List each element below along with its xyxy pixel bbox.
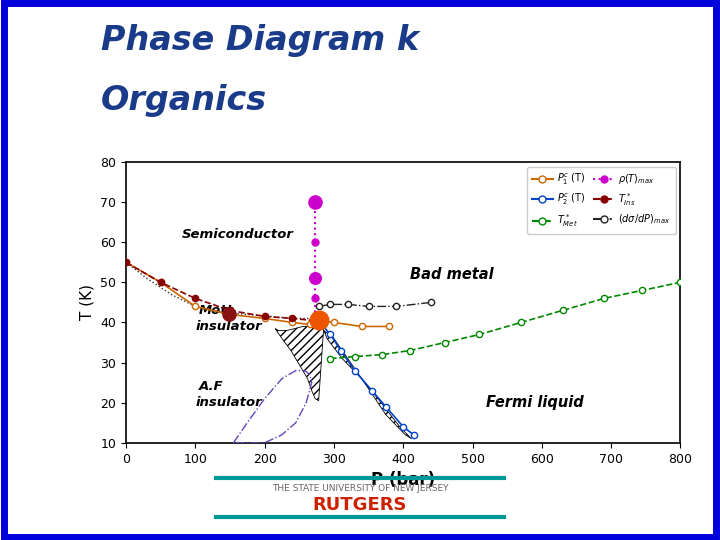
$(d\sigma/dP)_{max}$ <box>315 303 323 309</box>
$T^*_{Met}$ <box>351 353 359 360</box>
Polygon shape <box>275 320 412 439</box>
Point <box>222 310 234 319</box>
$P^c_1$ (T) <box>156 279 165 286</box>
Text: Bad metal: Bad metal <box>410 267 493 282</box>
Line: $\rho(T)_{max}$: $\rho(T)_{max}$ <box>312 199 319 322</box>
$P^c_1$ (T) <box>385 323 394 330</box>
$\rho(T)_{max}$ <box>311 239 320 246</box>
Line: $T^*_{Ins}$: $T^*_{Ins}$ <box>123 259 316 323</box>
$P^c_2$ (T) <box>409 431 418 438</box>
Text: Organics: Organics <box>101 84 267 117</box>
$T^*_{Ins}$ <box>225 307 234 314</box>
$P^c_1$ (T) <box>357 323 366 330</box>
$T^*_{Ins}$ <box>191 295 199 302</box>
Line: $(d\sigma/dP)_{max}$: $(d\sigma/dP)_{max}$ <box>315 299 434 309</box>
$\rho(T)_{max}$ <box>311 295 320 302</box>
$T^*_{Met}$ <box>676 279 685 286</box>
$T^*_{Met}$ <box>638 287 647 294</box>
$\rho(T)_{max}$ <box>311 275 320 281</box>
$T^*_{Met}$ <box>406 347 415 354</box>
Point <box>310 198 321 206</box>
Line: $T^*_{Met}$: $T^*_{Met}$ <box>328 279 683 362</box>
$\rho(T)_{max}$ <box>311 199 320 205</box>
$P^c_2$ (T) <box>368 387 377 394</box>
$P^c_2$ (T) <box>336 347 345 354</box>
$T^*_{Met}$ <box>441 339 449 346</box>
Text: THE STATE UNIVERSITY OF NEW JERSEY: THE STATE UNIVERSITY OF NEW JERSEY <box>271 484 449 493</box>
$T^*_{Met}$ <box>378 352 387 358</box>
Legend: $P^c_1$ (T), $P^c_2$ (T), $T^*_{Met}$, $\rho(T)_{max}$, $T^*_{Ins}$, $(d\sigma/d: $P^c_1$ (T), $P^c_2$ (T), $T^*_{Met}$, $… <box>527 167 675 234</box>
$P^c_1$ (T) <box>305 321 314 328</box>
$P^c_1$ (T) <box>330 319 338 326</box>
Point <box>310 274 321 282</box>
Text: Mott: Mott <box>199 304 234 317</box>
Line: $P^c_1$ (T): $P^c_1$ (T) <box>123 259 392 329</box>
$P^c_1$ (T) <box>316 317 325 323</box>
Text: A.F: A.F <box>199 380 223 393</box>
$T^*_{Ins}$ <box>261 313 269 320</box>
Y-axis label: T (K): T (K) <box>80 285 95 320</box>
$T^*_{Ins}$ <box>156 279 165 286</box>
$(d\sigma/dP)_{max}$ <box>343 301 352 308</box>
$(d\sigma/dP)_{max}$ <box>326 301 335 308</box>
$\rho(T)_{max}$ <box>311 315 320 322</box>
$P^c_2$ (T) <box>382 403 390 410</box>
$T^*_{Ins}$ <box>309 317 318 323</box>
$T^*_{Met}$ <box>326 355 335 362</box>
X-axis label: P (bar): P (bar) <box>371 471 436 489</box>
$P^c_2$ (T) <box>399 423 408 430</box>
$T^*_{Ins}$ <box>288 315 297 322</box>
$T^*_{Met}$ <box>600 295 608 302</box>
Text: RUTGERS: RUTGERS <box>312 496 408 514</box>
$P^c_1$ (T) <box>261 315 269 322</box>
$P^c_2$ (T) <box>351 367 359 374</box>
$P^c_2$ (T) <box>316 319 325 326</box>
$(d\sigma/dP)_{max}$ <box>392 303 400 309</box>
$P^c_2$ (T) <box>326 331 335 338</box>
Point <box>314 316 325 325</box>
$P^c_1$ (T) <box>288 319 297 326</box>
Text: Semiconductor: Semiconductor <box>181 228 293 241</box>
$(d\sigma/dP)_{max}$ <box>427 299 436 306</box>
$T^*_{Met}$ <box>558 307 567 314</box>
$P^c_1$ (T) <box>191 303 199 309</box>
Text: insulator: insulator <box>195 396 262 409</box>
Text: insulator: insulator <box>195 320 262 333</box>
$P^c_1$ (T) <box>225 311 234 318</box>
Text: Phase Diagram k: Phase Diagram k <box>101 24 419 57</box>
Line: $P^c_2$ (T): $P^c_2$ (T) <box>317 319 417 438</box>
$(d\sigma/dP)_{max}$ <box>364 303 373 309</box>
$T^*_{Ins}$ <box>122 259 130 266</box>
$T^*_{Met}$ <box>475 331 484 338</box>
$T^*_{Met}$ <box>517 319 526 326</box>
Text: Fermi liquid: Fermi liquid <box>486 395 584 410</box>
$P^c_1$ (T) <box>122 259 130 266</box>
